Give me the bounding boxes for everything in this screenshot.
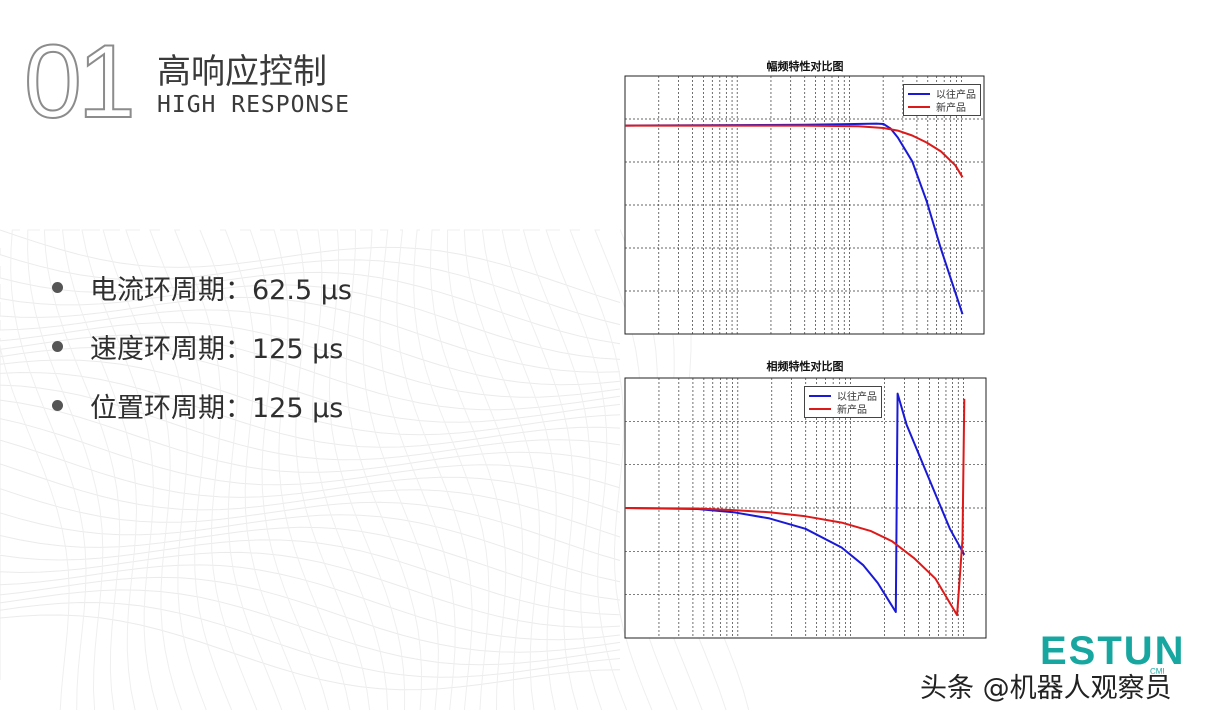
mesh-line — [0, 248, 621, 326]
spec-list: 电流环周期：62.5 μs 速度环周期：125 μs 位置环周期：125 μs — [52, 258, 352, 435]
mesh-line — [173, 229, 258, 711]
mesh-line — [413, 229, 490, 711]
magnitude-chart: 幅频特性对比图 以往产品 新产品 — [620, 58, 990, 338]
chart-title: 相频特性对比图 — [766, 360, 844, 373]
mesh-line — [0, 309, 621, 386]
spec-item-current-loop: 电流环周期：62.5 μs — [52, 258, 352, 317]
mesh-line — [61, 229, 138, 711]
mesh-line — [429, 229, 507, 711]
legend-item: 以往产品 — [908, 87, 976, 101]
mesh-line — [0, 526, 621, 601]
mesh-line — [0, 463, 621, 538]
series-line-1 — [624, 398, 966, 617]
legend-item: 以往产品 — [809, 389, 877, 403]
mesh-line — [0, 384, 621, 461]
mesh-line — [220, 229, 307, 711]
mesh-line — [0, 589, 621, 666]
mesh-line — [481, 229, 557, 711]
legend-swatch — [809, 407, 831, 410]
mesh-line — [379, 229, 456, 711]
bullet-icon — [52, 341, 63, 352]
section-number: 01 — [23, 24, 137, 140]
mesh-line — [0, 399, 621, 473]
phase-chart: 相频特性对比图 以往产品 新产品 — [620, 358, 990, 648]
spec-text: 电流环周期：62.5 μs — [90, 275, 352, 306]
mesh-line — [102, 229, 182, 711]
mesh-line — [280, 229, 371, 711]
mesh-line — [0, 488, 621, 561]
mesh-line — [260, 229, 351, 711]
mesh-line — [0, 576, 621, 653]
bullet-icon — [52, 400, 63, 411]
mesh-line — [149, 229, 233, 711]
mesh-line — [10, 229, 87, 711]
magnitude-plot — [624, 75, 985, 335]
mesh-line — [446, 229, 524, 711]
brand-logo-sub: CMI — [1150, 667, 1165, 676]
brand-logo: ESTUN — [1040, 629, 1186, 673]
mesh-line — [545, 229, 628, 711]
mesh-line — [0, 359, 621, 436]
mesh-line — [43, 229, 121, 711]
mesh-line — [396, 229, 473, 711]
mesh-line — [27, 229, 104, 711]
legend-swatch — [908, 105, 930, 108]
legend-label: 新产品 — [936, 103, 966, 114]
mesh-line — [320, 229, 406, 711]
series-line-0 — [624, 392, 966, 613]
legend-swatch — [809, 394, 831, 397]
spec-text: 速度环周期：125 μs — [90, 334, 344, 365]
mesh-line — [0, 512, 621, 583]
mesh-line — [0, 346, 621, 423]
mesh-line — [0, 551, 621, 628]
chart-legend: 以往产品 新产品 — [804, 386, 882, 418]
phase-plot — [624, 377, 987, 639]
mesh-line — [0, 229, 621, 303]
mesh-line — [0, 439, 621, 513]
legend-label: 以往产品 — [837, 392, 877, 403]
mesh-line — [0, 296, 621, 373]
mesh-line — [0, 564, 621, 641]
watermark-text: 头条 @机器人观察员 — [920, 673, 1172, 704]
section-title-cn: 高响应控制 — [157, 52, 327, 92]
mesh-line — [0, 266, 621, 345]
chart-title: 幅频特性对比图 — [766, 60, 844, 73]
mesh-line — [125, 229, 207, 711]
mesh-line — [81, 229, 159, 711]
chart-legend: 以往产品 新产品 — [903, 84, 981, 116]
mesh-line — [0, 229, 70, 711]
mesh-line — [0, 371, 621, 448]
mesh-line — [300, 229, 389, 711]
legend-item: 新产品 — [908, 100, 976, 114]
mesh-line — [0, 321, 621, 398]
section-title-en: HIGH RESPONSE — [157, 92, 351, 118]
spec-item-speed-loop: 速度环周期：125 μs — [52, 317, 352, 376]
spec-item-position-loop: 位置环周期：125 μs — [52, 376, 352, 435]
legend-label: 以往产品 — [936, 90, 976, 101]
mesh-line — [463, 229, 541, 711]
mesh-line — [340, 229, 423, 711]
legend-item: 新产品 — [809, 402, 877, 416]
mesh-line — [0, 601, 621, 678]
mesh-line — [569, 229, 653, 711]
legend-label: 新产品 — [837, 405, 867, 416]
mesh-line — [240, 229, 330, 711]
mesh-line — [199, 229, 283, 711]
mesh-line — [0, 539, 621, 616]
series-line-1 — [625, 124, 964, 178]
legend-swatch — [908, 92, 930, 95]
mesh-line — [360, 229, 439, 711]
spec-text: 位置环周期：125 μs — [90, 393, 344, 424]
mesh-line — [522, 229, 603, 711]
mesh-line — [501, 229, 579, 711]
bullet-icon — [52, 282, 63, 293]
